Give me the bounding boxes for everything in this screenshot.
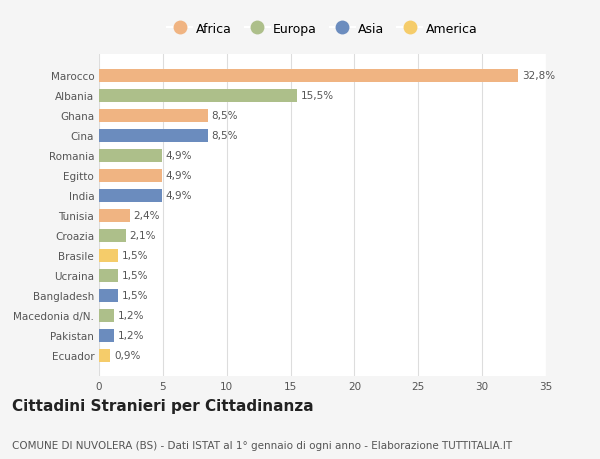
Text: 2,4%: 2,4% [133, 211, 160, 221]
Text: 1,5%: 1,5% [122, 251, 148, 261]
Bar [99, 249, 118, 262]
Text: 2,1%: 2,1% [130, 231, 156, 241]
Bar [99, 329, 115, 342]
Legend: Africa, Europa, Asia, America: Africa, Europa, Asia, America [167, 23, 478, 36]
Bar [99, 169, 161, 182]
Text: 4,9%: 4,9% [166, 171, 192, 181]
Bar [99, 90, 297, 102]
Bar [99, 269, 118, 282]
Text: 1,5%: 1,5% [122, 291, 148, 301]
Text: 1,2%: 1,2% [118, 310, 145, 320]
Bar [99, 349, 110, 362]
Text: Cittadini Stranieri per Cittadinanza: Cittadini Stranieri per Cittadinanza [12, 398, 314, 413]
Text: COMUNE DI NUVOLERA (BS) - Dati ISTAT al 1° gennaio di ogni anno - Elaborazione T: COMUNE DI NUVOLERA (BS) - Dati ISTAT al … [12, 440, 512, 450]
Bar [99, 129, 208, 142]
Bar [99, 70, 518, 83]
Text: 1,2%: 1,2% [118, 330, 145, 340]
Bar [99, 289, 118, 302]
Text: 1,5%: 1,5% [122, 270, 148, 280]
Text: 4,9%: 4,9% [166, 191, 192, 201]
Bar [99, 110, 208, 123]
Text: 8,5%: 8,5% [211, 111, 238, 121]
Text: 32,8%: 32,8% [522, 71, 555, 81]
Text: 8,5%: 8,5% [211, 131, 238, 141]
Text: 4,9%: 4,9% [166, 151, 192, 161]
Bar [99, 189, 161, 202]
Text: 0,9%: 0,9% [115, 350, 141, 360]
Bar [99, 150, 161, 162]
Bar [99, 209, 130, 222]
Text: 15,5%: 15,5% [301, 91, 334, 101]
Bar [99, 309, 115, 322]
Bar [99, 229, 126, 242]
